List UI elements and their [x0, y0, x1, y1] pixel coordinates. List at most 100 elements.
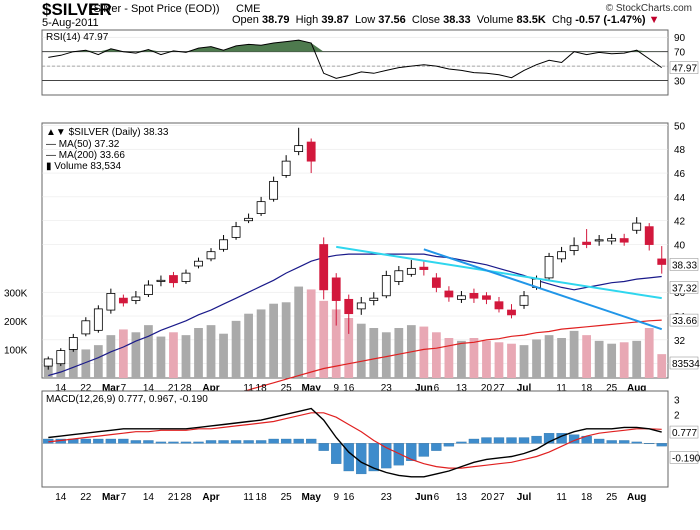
macd-histogram-bar	[118, 438, 129, 444]
candle-body	[231, 226, 241, 238]
candle-body	[206, 251, 216, 260]
candle-body	[557, 251, 566, 260]
macd-histogram-bar	[193, 441, 204, 444]
macd-histogram-bar	[306, 438, 317, 444]
down-arrow-icon: ▼	[648, 14, 660, 26]
candle-body	[81, 320, 91, 335]
macd-histogram-bar	[481, 437, 492, 444]
volume-bar	[331, 309, 341, 378]
macd-histogram-bar	[406, 443, 417, 461]
volume-bar	[431, 332, 441, 378]
volume-bar	[582, 335, 592, 378]
rsi-overbought-area	[48, 40, 662, 52]
macd-tick-label: 3	[674, 396, 680, 407]
macd-histogram-bar	[318, 443, 329, 451]
candle-body	[494, 301, 504, 310]
ma200-last-tag-box	[669, 313, 699, 327]
volume-bar	[482, 340, 491, 378]
volume-bar	[557, 338, 566, 378]
volume-bar	[244, 313, 253, 378]
candle-body	[369, 297, 379, 301]
macd-x-label: 18	[581, 492, 593, 503]
macd-x-label: 14	[143, 492, 155, 503]
volume-bar	[632, 340, 642, 378]
last-close-tag-box	[669, 258, 699, 271]
macd-histogram-bar	[168, 441, 179, 444]
change-label: Chg	[551, 14, 573, 26]
candle-body	[181, 272, 191, 282]
macd-x-label: 23	[381, 492, 393, 503]
rsi-tick-label: 90	[674, 33, 686, 44]
rsi-tick-label: 70	[674, 48, 686, 59]
volume-bar	[369, 328, 379, 378]
price-x-label: Aug	[627, 383, 646, 394]
volume-bar	[657, 354, 667, 378]
candle-body	[419, 266, 429, 270]
macd-histogram-bar	[418, 443, 430, 457]
volume-bar	[206, 325, 216, 378]
price-x-label: 18	[256, 383, 268, 394]
macd-x-label: 11	[556, 492, 567, 503]
macd-x-label: 13	[456, 492, 468, 503]
macd-histogram-bar	[93, 438, 104, 444]
volume-bar	[56, 362, 66, 378]
macd-histogram-bar	[280, 438, 292, 444]
volume-bar	[294, 286, 304, 378]
brand-logo[interactable]: © StockCharts.com	[605, 3, 692, 14]
price-tick-label: 42	[674, 217, 686, 228]
macd-histogram-bar	[205, 440, 217, 444]
macd-x-label: Apr	[202, 492, 219, 503]
volume-last-tag-box	[669, 356, 699, 370]
candle-body	[93, 308, 103, 331]
price-tick-label: 32	[674, 336, 686, 347]
rsi-tick-label: 30	[674, 77, 686, 88]
macd-histogram-bar	[255, 440, 267, 444]
volume-bar	[381, 332, 391, 378]
macd-histogram-bar	[130, 440, 142, 444]
close-label: Close	[411, 14, 441, 26]
volume-value: 83.5K	[516, 14, 546, 26]
price-x-label: 18	[581, 383, 593, 394]
macd-histogram-bar	[143, 440, 154, 444]
candle-body	[294, 145, 304, 152]
macd-histogram-bar	[443, 443, 455, 447]
candle-body	[56, 350, 66, 365]
candle-body	[156, 279, 166, 282]
volume-bar	[93, 345, 103, 378]
price-x-label: Jun	[415, 383, 433, 394]
volume-bar	[344, 318, 354, 378]
price-x-label: 11	[556, 383, 567, 394]
volume-bar	[519, 345, 529, 378]
macd-last-tag-box	[669, 425, 699, 439]
macd-x-label: 18	[256, 492, 268, 503]
macd-histogram-bar	[543, 433, 555, 444]
instrument-name: (Silver - Spot Price (EOD))	[90, 3, 220, 15]
volume-bar	[118, 329, 128, 378]
rsi-panel	[41, 29, 669, 96]
macd-histogram-bar	[381, 443, 392, 469]
candle-body	[394, 270, 404, 282]
rsi-line	[48, 39, 662, 79]
price-tick-label: 48	[674, 145, 686, 156]
macd-x-label: Mar	[102, 492, 120, 503]
low-label: Low	[354, 14, 376, 26]
price-x-label: 28	[180, 383, 192, 394]
price-x-label: 7	[121, 383, 127, 394]
volume-bar	[394, 328, 404, 378]
volume-bar	[457, 340, 466, 378]
exchange-label: CME	[236, 3, 261, 15]
macd-x-label: 16	[343, 492, 355, 503]
macd-histogram-bar	[531, 435, 542, 444]
candle-body	[169, 275, 178, 284]
candle-body	[43, 358, 53, 367]
volume-bar	[144, 325, 153, 378]
volume-bar	[469, 338, 479, 378]
candle-body	[644, 226, 654, 245]
macd-hist-tag-box	[669, 451, 699, 464]
macd-histogram-bar	[393, 443, 404, 466]
rsi-last-value-box	[669, 61, 699, 74]
price-x-label: 16	[343, 383, 355, 394]
macd-histogram-bar	[631, 441, 642, 444]
candle-body	[507, 309, 516, 316]
